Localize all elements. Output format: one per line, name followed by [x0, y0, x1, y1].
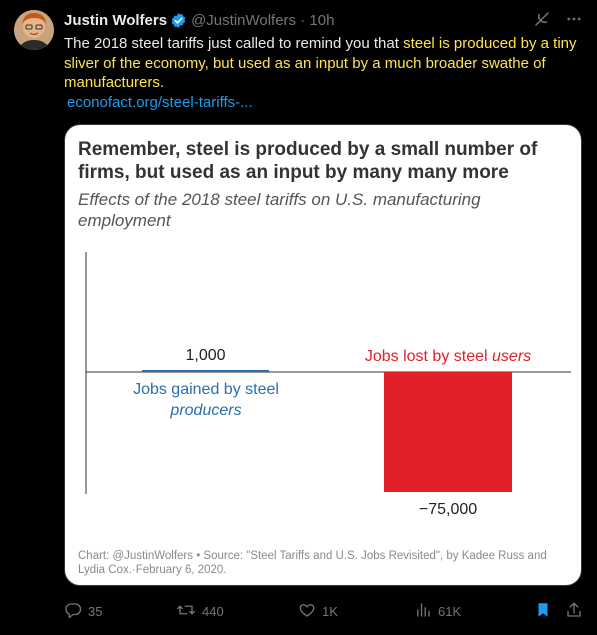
bookmark-icon	[534, 601, 552, 622]
share-button[interactable]	[565, 601, 583, 622]
grok-icon[interactable]	[533, 10, 551, 28]
tweet-text: The 2018 steel tariffs just called to re…	[64, 34, 584, 112]
tweet-top-actions	[533, 10, 583, 28]
chart-card[interactable]: Remember, steel is produced by a small n…	[64, 124, 582, 586]
tweet-header: Justin Wolfers @JustinWolfers · 10h	[64, 10, 334, 30]
retweet-count: 440	[202, 604, 224, 619]
bar-steel-users	[384, 372, 512, 492]
reply-count: 35	[88, 604, 103, 619]
tweet-text-plain: The 2018 steel tariffs just called to re…	[64, 35, 404, 52]
verified-badge-icon	[170, 12, 187, 29]
retweet-icon	[176, 601, 196, 622]
category-label-producers: Jobs gained by steel producers	[133, 381, 279, 419]
views-count: 61K	[438, 604, 462, 619]
author-name[interactable]: Justin Wolfers	[64, 11, 168, 29]
like-button[interactable]: 1K	[298, 601, 338, 622]
bar-steel-producers	[142, 370, 269, 372]
chart-title: Remember, steel is produced by a small n…	[78, 139, 538, 183]
tweet-text-highlight: steel is produced by a tiny sliver of th…	[64, 35, 577, 91]
avatar[interactable]	[14, 10, 54, 50]
retweet-button[interactable]: 440	[176, 601, 224, 622]
share-icon	[565, 601, 583, 622]
tweet-action-bar: 35 440 1K 61K	[64, 601, 584, 621]
reply-button[interactable]: 35	[64, 601, 102, 622]
value-label-producers: 1,000	[185, 347, 225, 364]
chart-source-note: Chart: @JustinWolfers • Source: "Steel T…	[78, 550, 547, 576]
value-label-users: −75,000	[419, 501, 477, 518]
views-icon	[414, 601, 432, 622]
bookmark-button[interactable]	[534, 601, 552, 622]
reply-icon	[64, 601, 82, 622]
more-icon[interactable]	[565, 10, 583, 28]
chart-subtitle: Effects of the 2018 steel tariffs on U.S…	[78, 190, 481, 230]
like-count: 1K	[322, 604, 338, 619]
views-button[interactable]: 61K	[414, 601, 461, 622]
like-icon	[298, 601, 316, 622]
tweet-link[interactable]: econofact.org/steel-tariffs-...	[67, 93, 253, 111]
handle-and-time[interactable]: @JustinWolfers · 10h	[191, 11, 335, 29]
category-label-users: Jobs lost by steel users	[365, 348, 531, 365]
bar-chart: 1,000 −75,000 Jobs gained by steel producer…	[85, 252, 571, 518]
